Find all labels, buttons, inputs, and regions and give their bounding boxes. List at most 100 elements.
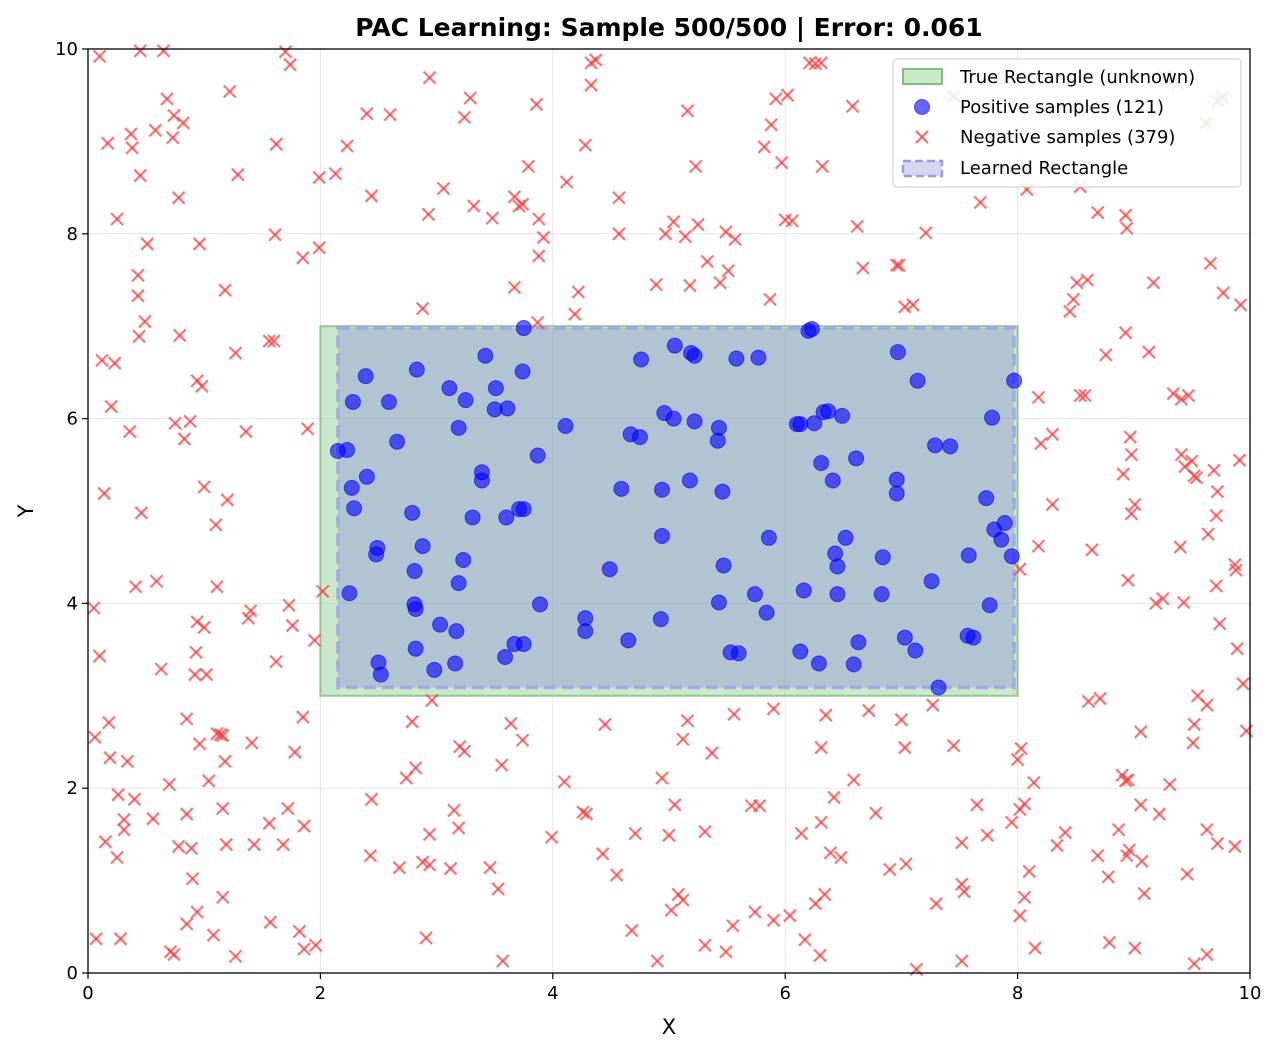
negative-sample-point bbox=[312, 240, 327, 255]
negative-sample-point bbox=[300, 421, 315, 436]
positive-sample-point bbox=[666, 337, 683, 354]
positive-sample-point bbox=[404, 504, 421, 521]
negative-sample-point bbox=[156, 44, 171, 58]
negative-sample-point bbox=[364, 189, 379, 203]
negative-sample-point bbox=[262, 334, 277, 348]
y-axis-label: Y bbox=[14, 504, 38, 518]
positive-sample-point bbox=[515, 636, 532, 653]
negative-sample-point bbox=[421, 207, 436, 222]
negative-sample-point bbox=[625, 923, 639, 938]
negative-sample-point bbox=[666, 215, 681, 229]
negative-sample-point bbox=[856, 261, 870, 275]
positive-sample-point bbox=[414, 538, 431, 555]
positive-sample-point bbox=[1006, 372, 1023, 389]
negative-sample-point bbox=[179, 807, 194, 821]
positive-sample-point bbox=[896, 629, 913, 646]
negative-sample-point bbox=[206, 928, 221, 942]
negative-sample-point bbox=[436, 181, 451, 196]
negative-sample-point bbox=[220, 493, 235, 507]
positive-sample-point bbox=[923, 573, 940, 590]
negative-sample-point bbox=[1207, 463, 1221, 478]
negative-sample-point bbox=[243, 604, 258, 618]
negative-sample-point bbox=[457, 744, 472, 759]
positive-sample-point bbox=[750, 349, 767, 366]
negative-sample-point bbox=[120, 754, 135, 769]
negative-sample-point bbox=[1063, 304, 1077, 319]
negative-sample-point bbox=[662, 828, 676, 843]
negative-sample-point bbox=[892, 258, 906, 272]
negative-sample-point bbox=[171, 190, 186, 205]
negative-sample-point bbox=[1091, 848, 1105, 863]
positive-sample-point bbox=[339, 442, 356, 459]
positive-sample-point bbox=[907, 642, 924, 659]
negative-sample-point bbox=[973, 195, 988, 210]
x-tick-label: 2 bbox=[315, 983, 326, 1004]
negative-sample-point bbox=[110, 850, 124, 865]
positive-sample-point bbox=[710, 594, 727, 611]
negative-sample-point bbox=[1229, 563, 1243, 577]
negative-sample-point bbox=[814, 56, 828, 70]
negative-sample-point bbox=[278, 44, 293, 59]
negative-sample-point bbox=[154, 662, 168, 676]
positive-sample-point bbox=[984, 409, 1001, 426]
positive-sample-point bbox=[981, 597, 998, 614]
negative-sample-point bbox=[1121, 773, 1135, 787]
negative-sample-point bbox=[1066, 292, 1081, 307]
negative-sample-point bbox=[584, 78, 598, 92]
legend-negative-marker bbox=[915, 130, 929, 144]
negative-sample-point bbox=[216, 728, 230, 743]
negative-sample-point bbox=[425, 693, 439, 708]
negative-sample-point bbox=[1111, 823, 1126, 837]
negative-sample-point bbox=[228, 346, 243, 360]
positive-sample-point bbox=[806, 415, 823, 432]
negative-sample-point bbox=[1120, 221, 1134, 236]
negative-sample-point bbox=[1142, 345, 1156, 359]
positive-sample-point bbox=[487, 380, 504, 397]
negative-sample-point bbox=[612, 227, 626, 241]
negative-sample-point bbox=[283, 57, 297, 72]
positive-sample-point bbox=[450, 419, 467, 436]
positive-sample-point bbox=[715, 557, 732, 574]
negative-sample-point bbox=[1116, 467, 1131, 481]
negative-sample-point bbox=[1146, 275, 1161, 290]
negative-sample-point bbox=[1050, 838, 1064, 853]
negative-sample-point bbox=[946, 738, 961, 753]
negative-sample-point bbox=[422, 70, 437, 85]
negative-sample-point bbox=[1200, 823, 1214, 837]
negative-sample-point bbox=[1073, 388, 1088, 403]
negative-sample-point bbox=[655, 771, 669, 785]
positive-sample-point bbox=[426, 661, 443, 678]
negative-sample-point bbox=[769, 92, 783, 106]
negative-sample-point bbox=[794, 826, 809, 841]
negative-sample-point bbox=[97, 486, 112, 501]
negative-sample-point bbox=[970, 798, 984, 812]
positive-sample-point bbox=[845, 656, 862, 673]
negative-sample-point bbox=[798, 932, 812, 947]
negative-sample-point bbox=[595, 847, 610, 861]
negative-sample-point bbox=[124, 127, 138, 141]
negative-sample-point bbox=[925, 698, 940, 712]
negative-sample-point bbox=[312, 170, 327, 185]
negative-sample-point bbox=[906, 298, 920, 312]
positive-sample-point bbox=[532, 596, 549, 613]
negative-sample-point bbox=[579, 807, 594, 821]
legend-negative-label: Negative samples (379) bbox=[960, 127, 1175, 148]
negative-sample-point bbox=[1101, 870, 1116, 884]
positive-sample-point bbox=[389, 433, 406, 450]
negative-sample-point bbox=[340, 139, 354, 153]
negative-sample-point bbox=[125, 141, 139, 155]
negative-sample-point bbox=[1149, 596, 1163, 611]
negative-sample-point bbox=[1209, 508, 1224, 523]
negative-sample-point bbox=[726, 919, 740, 933]
x-tick-label: 8 bbox=[1012, 983, 1023, 1004]
negative-sample-point bbox=[297, 819, 311, 833]
negative-sample-point bbox=[104, 399, 119, 414]
negative-sample-point bbox=[676, 893, 690, 907]
negative-sample-point bbox=[578, 138, 593, 152]
negative-sample-point bbox=[680, 713, 695, 728]
negative-sample-point bbox=[268, 227, 282, 242]
negative-sample-point bbox=[752, 798, 767, 813]
negative-sample-point bbox=[898, 740, 912, 755]
positive-sample-point bbox=[686, 347, 703, 364]
positive-sample-point bbox=[909, 372, 926, 389]
